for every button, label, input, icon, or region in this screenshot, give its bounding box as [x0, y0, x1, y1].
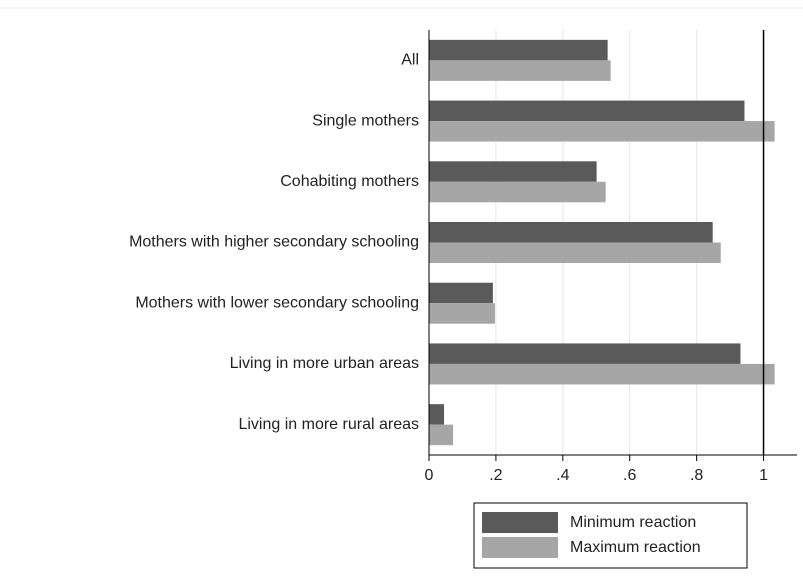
x-tick-label: .2	[489, 467, 502, 484]
bar	[429, 39, 608, 61]
x-tick-label: .4	[556, 467, 569, 484]
bar	[429, 161, 597, 182]
y-tick-label: Mothers with lower secondary schooling	[135, 294, 419, 311]
bar	[429, 282, 493, 304]
legend-swatch	[482, 512, 558, 533]
bar	[429, 181, 606, 203]
bar	[429, 222, 713, 243]
x-tick-label: 0	[425, 467, 434, 484]
y-tick-label: Single mothers	[312, 112, 419, 129]
x-tick-label: .6	[623, 467, 636, 484]
legend-label: Maximum reaction	[570, 539, 701, 556]
legend-swatch	[482, 537, 558, 558]
x-tick-label: 1	[759, 467, 768, 484]
y-tick-label: Mothers with higher secondary schooling	[129, 234, 419, 251]
bar	[429, 121, 775, 142]
bar	[429, 100, 745, 122]
legend-label: Minimum reaction	[570, 514, 696, 531]
bar	[429, 424, 454, 446]
bar	[429, 303, 495, 324]
bar	[429, 363, 775, 385]
y-tick-label: Living in more rural areas	[238, 416, 419, 433]
bar	[429, 343, 741, 364]
bar	[429, 404, 445, 425]
y-tick-label: All	[401, 52, 419, 69]
y-tick-label: Cohabiting mothers	[280, 173, 419, 190]
x-tick-label: .8	[690, 467, 703, 484]
bar	[429, 60, 611, 81]
y-tick-label: Living in more urban areas	[230, 355, 419, 372]
bar	[429, 242, 721, 263]
